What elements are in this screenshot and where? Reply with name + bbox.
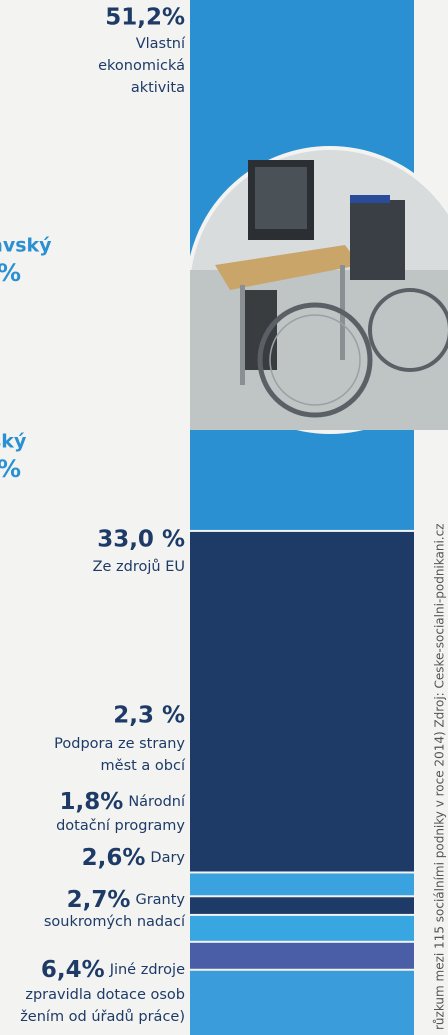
bar-segment	[190, 873, 414, 896]
source: růzkum mezi 115 sociálními podniky v roc…	[433, 524, 447, 1031]
value-label: 2,3 %	[113, 703, 185, 729]
category-label: ekonomická	[98, 58, 185, 74]
category-label: Granty	[135, 892, 185, 908]
value-label-line: 2,7% Granty	[67, 887, 186, 913]
value-label: 2,6%	[82, 845, 146, 871]
bar-segment	[190, 915, 414, 941]
category-label: soukromých nadací	[44, 914, 186, 930]
category-label: žením od úřadů práce)	[20, 1009, 185, 1025]
value-label-line: 1,8% Národní	[60, 789, 186, 815]
category-label: měst a obcí	[101, 758, 186, 774]
category-label: Ze zdrojů EU	[93, 559, 185, 575]
value-label-line: 6,4% Jiné zdroje	[41, 957, 185, 983]
category-label: Podpora ze strany	[54, 736, 185, 752]
category-label: Jiné zdroje	[109, 962, 185, 978]
bar-segment	[190, 531, 414, 872]
value-label: 1,8%	[60, 789, 124, 815]
value-label: 51,2%	[105, 5, 185, 31]
bar-segment	[190, 897, 414, 914]
category-label: Vlastní	[136, 36, 186, 52]
value-label-line: 2,6% Dary	[82, 845, 186, 871]
cropped-label: ský	[0, 431, 27, 453]
cropped-label: avský	[0, 235, 52, 257]
category-label: zpravidla dotace osob	[25, 987, 185, 1003]
bar-segment	[190, 970, 414, 1035]
category-label: aktivita	[131, 80, 185, 96]
cropped-label: %	[0, 455, 21, 483]
value-label: 33,0 %	[97, 527, 185, 553]
cropped-label: %	[0, 259, 21, 287]
bar-segment	[190, 942, 414, 969]
value-label: 2,7%	[67, 887, 131, 913]
category-label: Dary	[150, 850, 185, 866]
category-label: dotační programy	[56, 818, 185, 834]
value-label: 6,4%	[41, 957, 105, 983]
category-label: Národní	[128, 794, 186, 810]
photo	[186, 146, 448, 434]
